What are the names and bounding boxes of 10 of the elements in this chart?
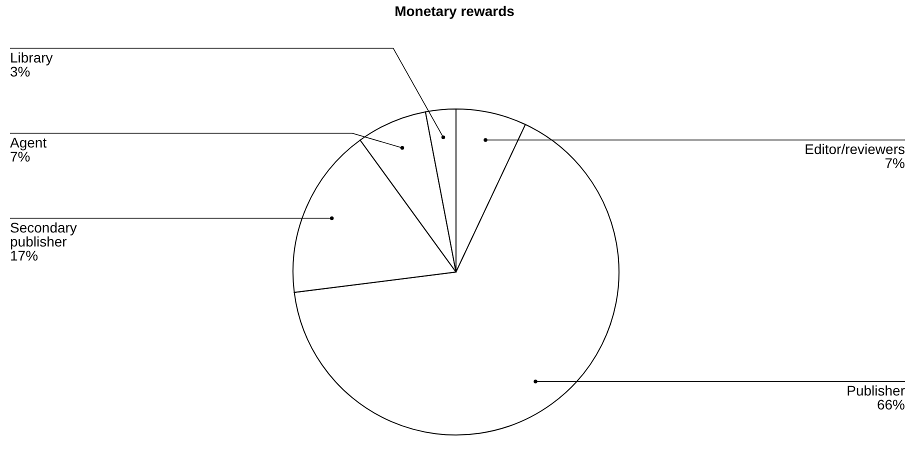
data-label: 66% — [876, 396, 905, 412]
slice-label: Secondary publisher — [10, 219, 77, 250]
data-label: 17% — [10, 247, 38, 264]
data-label: 7% — [884, 154, 905, 171]
chart-title: Monetary rewards — [394, 3, 515, 19]
slice-label: Editor/reviewers — [804, 140, 905, 157]
data-label: 3% — [10, 63, 30, 80]
slice-label: Publisher — [846, 382, 906, 398]
slice-label: Agent — [10, 134, 47, 150]
slice-label: Library — [10, 49, 53, 66]
